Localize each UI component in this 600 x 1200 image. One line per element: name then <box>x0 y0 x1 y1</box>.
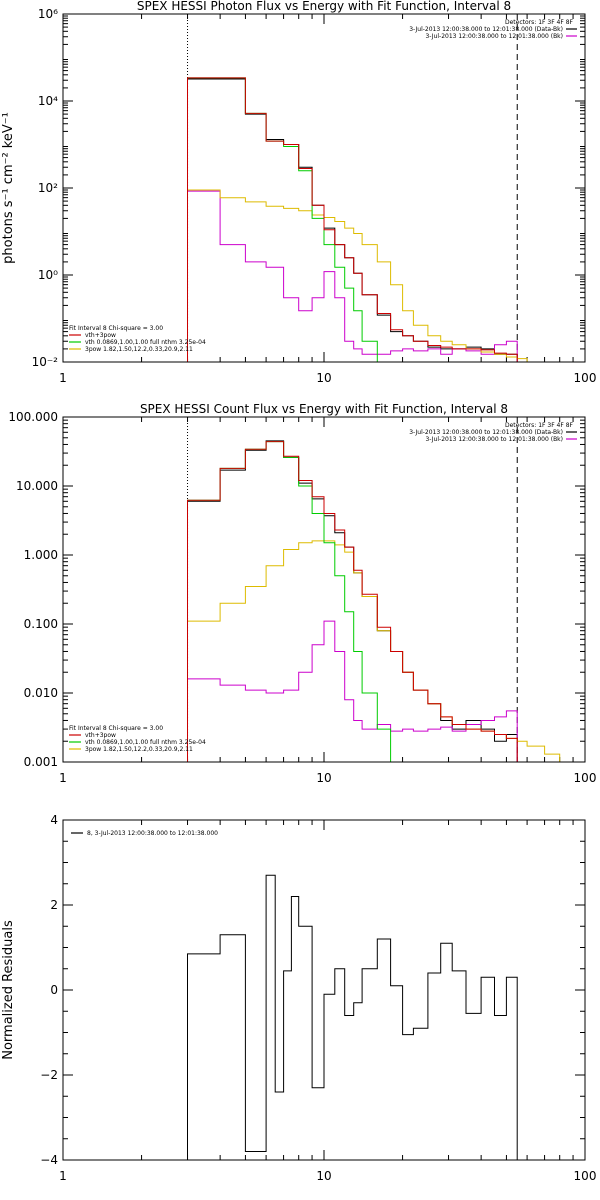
y-tick-label: 4 <box>50 813 58 827</box>
series-8 <box>187 874 518 1160</box>
chart-title: SPEX HESSI Photon Flux vs Energy with Fi… <box>137 0 511 13</box>
legend-entry: 3-Jul-2013 12:00:38.000 to 12:01:38.000 … <box>425 33 563 40</box>
y-tick-label: 100.000 <box>8 410 58 424</box>
x-tick-label: 1 <box>59 1169 67 1183</box>
legend-entry: vth 0.0869,1.00,1.00 full nthm 3.25e-04 <box>85 739 206 746</box>
legend-entry: 3-Jul-2013 12:00:38.000 to 12:01:38.000 … <box>409 429 563 436</box>
legend-entry: 3-Jul-2013 12:00:38.000 to 12:01:38.000 … <box>409 26 563 33</box>
chart-panel-1: SPEX HESSI Photon Flux vs Energy with Fi… <box>1 0 597 385</box>
series-3pow <box>187 189 546 362</box>
legend-entry: 8, 3-Jul-2013 12:00:38.000 to 12:01:38.0… <box>87 830 218 837</box>
chart-panel-2: SPEX HESSI Count Flux vs Energy with Fit… <box>8 402 597 785</box>
x-tick-label: 1 <box>59 771 67 785</box>
x-tick-label: 100 <box>574 1169 597 1183</box>
series-vth <box>187 441 392 762</box>
series-3pow <box>187 540 574 762</box>
y-tick-label: 10⁻² <box>32 355 59 369</box>
y-tick-label: −2 <box>40 1068 58 1082</box>
legend-entry: vth+3pow <box>85 332 116 339</box>
x-tick-label: 10 <box>316 1169 331 1183</box>
y-tick-label: 1.000 <box>24 548 58 562</box>
plot-frame <box>62 416 586 763</box>
legend-entry: 3-Jul-2013 12:00:38.000 to 12:01:38.000 … <box>425 436 563 443</box>
y-tick-label: 0.010 <box>24 686 58 700</box>
x-tick-label: 1 <box>59 371 67 385</box>
legend-entry: vth+3pow <box>85 732 116 739</box>
y-axis-label: photons s⁻¹ cm⁻² keV⁻¹ <box>1 112 16 264</box>
y-tick-label: 2 <box>50 898 58 912</box>
legend-entry: 3pow 1.82,1.50,12.2,0.33,20.9,2.11 <box>85 346 193 353</box>
y-tick-label: 10.000 <box>16 479 58 493</box>
series-data-bk <box>187 78 518 362</box>
series-data-bk <box>187 440 518 762</box>
chart-title: SPEX HESSI Count Flux vs Energy with Fit… <box>140 402 508 416</box>
y-tick-label: 10⁴ <box>38 94 58 108</box>
legend-header: Detectors: 1F 3F 4F 8F <box>505 422 574 429</box>
y-axis-label: Normalized Residuals <box>1 920 16 1060</box>
fit-legend-header: Fit Interval 8 Chi-square = 3.00 <box>69 325 163 332</box>
y-tick-label: 0.100 <box>24 617 58 631</box>
x-tick-label: 100 <box>574 771 597 785</box>
x-tick-label: 100 <box>574 371 597 385</box>
series-vth-3pow <box>187 441 518 762</box>
x-tick-label: 10 <box>316 771 331 785</box>
legend-entry: vth 0.0869,1.00,1.00 full nthm 3.25e-04 <box>85 339 206 346</box>
legend-header: Detectors: 1F 3F 4F 8F <box>505 19 574 26</box>
series-bk <box>187 190 518 362</box>
chart-panel-3: Normalized Residuals 1 10 100 −4 −2 0 2 4 8, 3-Ju… <box>1 813 596 1183</box>
legend-entry: 3pow 1.82,1.50,12.2,0.33,20.9,2.11 <box>85 746 193 753</box>
fit-legend-header: Fit Interval 8 Chi-square = 3.00 <box>69 725 163 732</box>
plot-frame <box>62 819 586 1161</box>
series-vth <box>187 77 392 362</box>
y-tick-label: 10⁰ <box>38 268 58 282</box>
y-tick-label: 10⁶ <box>38 7 58 21</box>
y-tick-label: 10² <box>38 181 58 195</box>
x-tick-label: 10 <box>316 371 331 385</box>
series-vth-3pow <box>187 77 518 362</box>
y-tick-label: 0 <box>50 983 58 997</box>
y-tick-label: 0.001 <box>24 755 58 769</box>
series-bk <box>187 620 518 762</box>
y-tick-label: −4 <box>40 1153 58 1167</box>
plot-frame <box>62 13 586 363</box>
